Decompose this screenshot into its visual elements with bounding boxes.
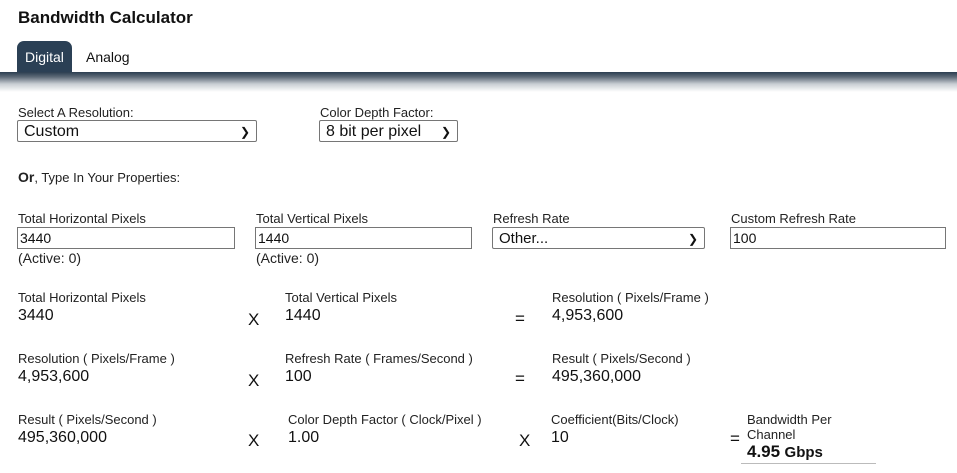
tab-analog[interactable]: Analog (86, 49, 130, 65)
color-depth-select[interactable]: 8 bit per pixel ❯ (319, 120, 458, 142)
vertical-active-note: (Active: 0) (256, 250, 320, 266)
calc-label: Result ( Pixels/Second ) (552, 351, 691, 366)
color-depth-value: 8 bit per pixel (326, 123, 422, 140)
resolution-select[interactable]: Custom ❯ (17, 120, 257, 142)
calc-label: Result ( Pixels/Second ) (18, 412, 157, 427)
vertical-pixels-label: Total Vertical Pixels (256, 211, 368, 226)
calc-value: 1.00 (288, 429, 320, 446)
refresh-rate-label: Refresh Rate (493, 211, 570, 226)
or-instruction: Or, Type In Your Properties: (18, 169, 181, 185)
custom-refresh-label: Custom Refresh Rate (731, 211, 856, 226)
custom-refresh-input[interactable]: 100 (730, 227, 946, 249)
chevron-down-icon: ❯ (687, 232, 698, 246)
calc-label: Total Vertical Pixels (285, 290, 397, 305)
calc-label: Coefficient(Bits/Clock) (551, 412, 679, 427)
calc-result: 4,953,600 (552, 307, 624, 324)
calc-value: 3440 (18, 307, 54, 324)
calc-label: Resolution ( Pixels/Frame ) (552, 290, 709, 305)
equals-sign: = (515, 309, 525, 328)
page-title: Bandwidth Calculator (18, 8, 193, 27)
equals-sign: = (730, 429, 740, 448)
calc-result: 495,360,000 (552, 368, 641, 385)
calc-value: 495,360,000 (18, 429, 107, 446)
calc-value: 10 (551, 429, 569, 446)
horizontal-pixels-input[interactable]: 3440 (17, 227, 235, 249)
resolution-label: Select A Resolution: (18, 105, 134, 120)
calc-label: Resolution ( Pixels/Frame ) (18, 351, 175, 366)
multiply-sign: X (519, 431, 531, 450)
resolution-value: Custom (24, 123, 80, 140)
chevron-down-icon: ❯ (440, 125, 451, 139)
bandwidth-value: 4.95 (747, 442, 781, 461)
calc-value: 100 (285, 368, 312, 385)
calc-label: Refresh Rate ( Frames/Second ) (285, 351, 473, 366)
refresh-rate-value: Other... (499, 230, 549, 247)
equals-sign: = (515, 369, 525, 388)
vertical-pixels-input[interactable]: 1440 (255, 227, 472, 249)
multiply-sign: X (248, 310, 260, 329)
color-depth-label: Color Depth Factor: (320, 105, 434, 120)
calc-label: Total Horizontal Pixels (18, 290, 146, 305)
chevron-down-icon: ❯ (239, 125, 250, 139)
multiply-sign: X (248, 431, 260, 450)
calc-value: 4,953,600 (18, 368, 90, 385)
calc-label: Color Depth Factor ( Clock/Pixel ) (288, 412, 482, 427)
bandwidth-label: Bandwidth Per Channel (747, 412, 832, 442)
calc-value: 1440 (285, 307, 321, 324)
multiply-sign: X (248, 371, 260, 390)
tab-digital[interactable]: Digital (17, 41, 72, 73)
horizontal-active-note: (Active: 0) (18, 250, 82, 266)
bandwidth-result: 4.95 Gbps (741, 442, 876, 464)
bandwidth-unit: Gbps (784, 444, 823, 461)
horizontal-pixels-label: Total Horizontal Pixels (18, 211, 146, 226)
refresh-rate-select[interactable]: Other... ❯ (492, 227, 705, 249)
tab-bar-divider (0, 72, 957, 92)
